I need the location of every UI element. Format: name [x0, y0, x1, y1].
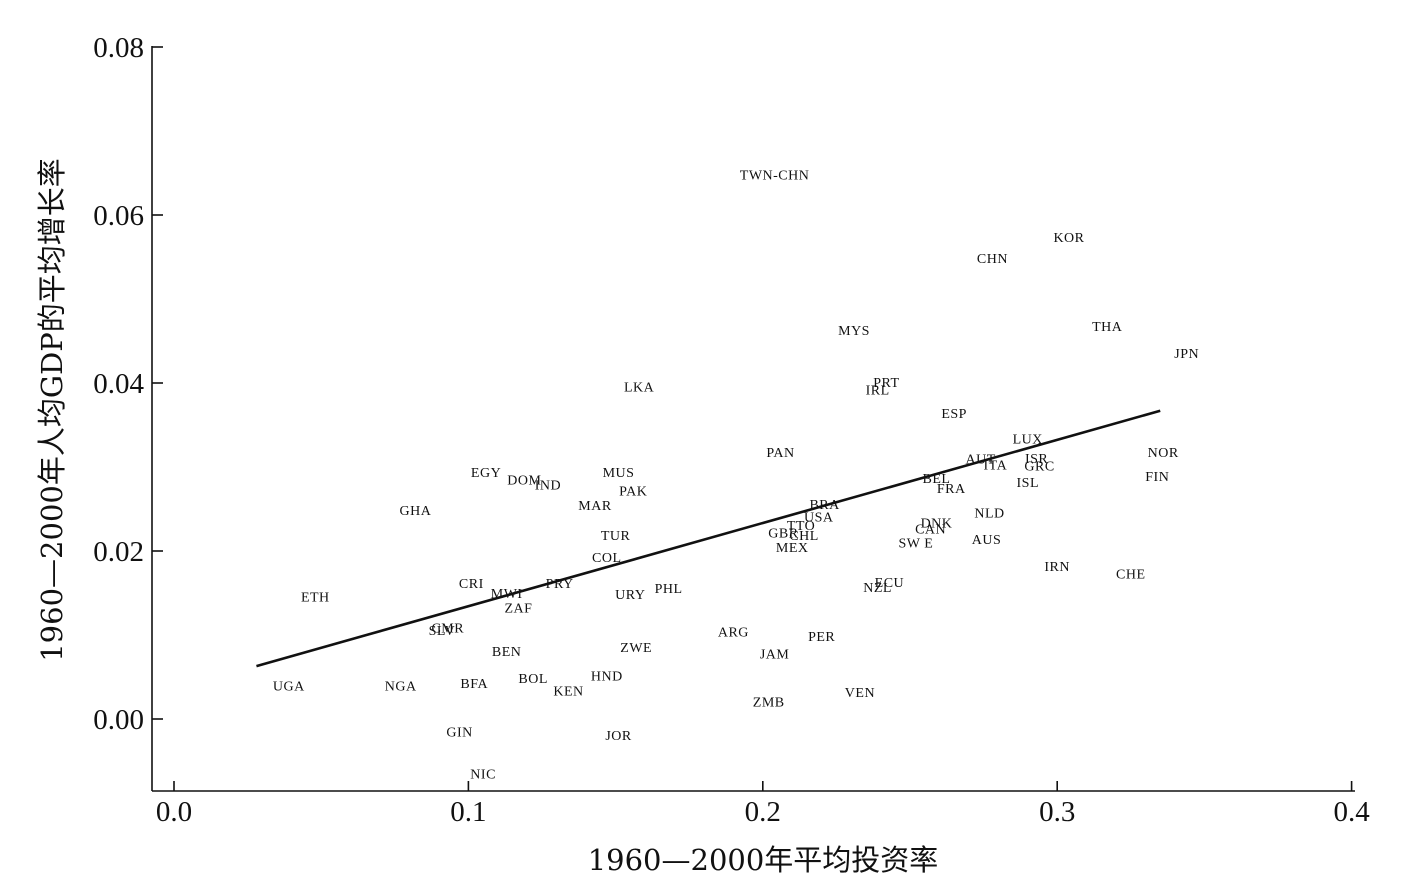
y-tick-label: 0.08 — [93, 32, 144, 64]
data-point-label: GRC — [1024, 459, 1054, 474]
x-ticks: 0.0 0.1 0.2 0.3 0.4 — [156, 781, 1370, 828]
data-point-label: LKA — [624, 380, 655, 395]
data-point-label: NOR — [1148, 446, 1179, 461]
y-tick-label: 0.04 — [93, 368, 144, 400]
data-point-label: PHL — [655, 582, 683, 597]
data-point-label: BEN — [492, 645, 522, 660]
data-point-label: DNK — [921, 516, 953, 531]
data-point-label: ESP — [941, 407, 967, 422]
data-point-label: MYS — [838, 324, 870, 339]
data-point-label: JPN — [1174, 347, 1199, 362]
data-point-label: PAK — [619, 485, 647, 500]
data-point-label: CAN — [915, 522, 946, 537]
data-point-label: SW E — [898, 537, 933, 552]
x-tick-label: 0.3 — [1039, 796, 1075, 828]
data-point-label: ITA — [984, 458, 1008, 473]
data-point-label: PRY — [546, 577, 574, 592]
data-point-label: THA — [1092, 320, 1123, 335]
data-point-label: KOR — [1053, 231, 1084, 246]
y-ticks: 0.00 0.02 0.04 0.06 0.08 — [93, 32, 163, 736]
x-tick-label: 0.0 — [156, 796, 192, 828]
data-point-label: ARG — [718, 626, 749, 641]
data-point-label: GHA — [399, 504, 431, 519]
data-point-label: PER — [808, 630, 835, 645]
data-point-label: LUX — [1013, 432, 1043, 447]
data-point-label: BOL — [518, 672, 548, 687]
y-axis-title: 1960—2000年人均GDP的平均增长率 — [35, 158, 69, 662]
data-point-label: DOM — [507, 474, 541, 489]
data-point-label: TUR — [601, 529, 631, 544]
data-point-label: PAN — [766, 446, 794, 461]
y-tick-label: 0.02 — [93, 536, 144, 568]
x-tick-label: 0.4 — [1333, 796, 1370, 828]
data-point-label: VEN — [845, 686, 875, 701]
data-point-label: MEX — [776, 541, 809, 556]
data-point-label: JAM — [760, 647, 790, 662]
data-point-label: BEL — [923, 472, 951, 487]
data-point-label: MAR — [578, 499, 612, 514]
data-point-label: ZWE — [620, 641, 652, 656]
data-point-label: ECU — [875, 576, 905, 591]
data-point-label: URY — [615, 588, 645, 603]
data-point-label: CRI — [459, 577, 484, 592]
data-point-label: GIN — [446, 726, 472, 741]
x-tick-label: 0.2 — [745, 796, 781, 828]
data-point-label: BRA — [809, 498, 840, 513]
data-point-label: ZAF — [504, 601, 532, 616]
data-point-label: COL — [592, 551, 622, 566]
axes — [151, 46, 1355, 792]
x-axis-title: 1960—2000年平均投资率 — [588, 843, 939, 877]
regression-line — [256, 409, 1161, 668]
data-point-label: EGY — [471, 466, 501, 481]
data-point-label: USA — [804, 511, 834, 526]
y-tick-label: 0.06 — [93, 200, 144, 232]
data-point-label: CHE — [1116, 568, 1146, 583]
data-point-label: FRA — [937, 482, 966, 497]
data-point-label: NIC — [470, 768, 496, 783]
data-point-label: IRN — [1044, 560, 1070, 575]
data-point-label: CHL — [789, 529, 819, 544]
y-tick-label: 0.00 — [93, 704, 144, 736]
data-point-label: CHN — [977, 252, 1008, 267]
data-point-label: JOR — [605, 729, 632, 744]
data-point-label: FIN — [1145, 470, 1169, 485]
data-point-label: GBR — [768, 527, 798, 542]
data-point-label: TWN-CHN — [740, 169, 810, 184]
data-point-label: AUS — [972, 533, 1002, 548]
data-point-label: ZMB — [753, 695, 785, 710]
data-point-label: HND — [591, 669, 623, 684]
data-point-label: PRT — [873, 376, 899, 391]
data-point-label: ETH — [301, 590, 330, 605]
data-point-label: KEN — [553, 684, 583, 699]
data-point-label: NZL — [863, 581, 892, 596]
data-point-label: SLV — [429, 624, 456, 639]
data-point-label: ISL — [1017, 476, 1040, 491]
data-point-label: BFA — [460, 677, 488, 692]
data-point-label: IND — [535, 479, 561, 494]
x-tick-label: 0.1 — [450, 796, 486, 828]
data-point-label: ISR — [1025, 452, 1048, 467]
data-point-label: MUS — [603, 466, 635, 481]
data-point-label: NLD — [974, 506, 1004, 521]
data-point-label: IRL — [866, 384, 890, 399]
data-point-label: TTO — [787, 519, 815, 534]
data-point-label: CMR — [431, 621, 464, 636]
data-point-label: UGA — [273, 679, 305, 694]
data-point-label: NGA — [385, 679, 417, 694]
data-point-label: AUT — [966, 453, 996, 468]
data-point-label: MWI — [491, 587, 523, 602]
